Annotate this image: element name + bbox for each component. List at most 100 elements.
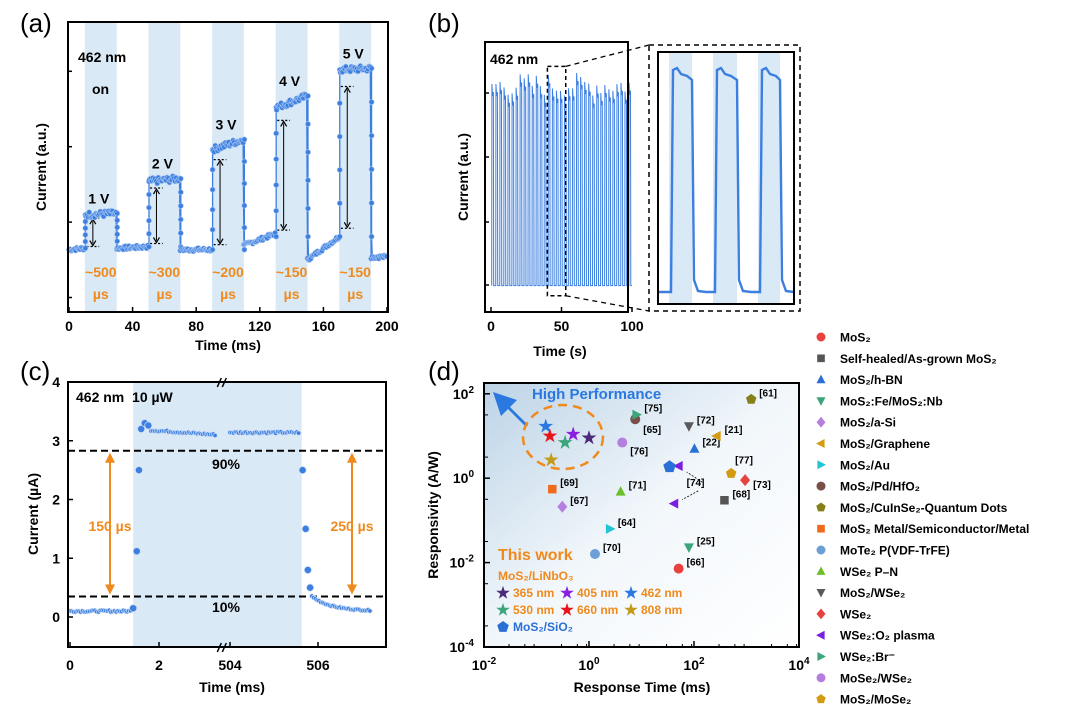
data-point bbox=[209, 166, 216, 173]
data-point bbox=[336, 233, 343, 240]
data-point bbox=[336, 133, 343, 140]
legend-marker bbox=[817, 652, 826, 661]
x-tick-label: 50 bbox=[554, 318, 570, 334]
literature-point bbox=[557, 500, 568, 513]
panel-a-ylabel: Current (a.u.) bbox=[33, 123, 49, 211]
literature-point bbox=[711, 431, 721, 441]
legend-marker bbox=[816, 332, 826, 342]
legend-marker bbox=[817, 460, 826, 470]
legend-label: WSe₂:Br⁻ bbox=[840, 650, 895, 664]
data-point bbox=[144, 421, 153, 430]
voltage-label: 3 V bbox=[215, 116, 237, 132]
legend-label: MoS₂/Graphene bbox=[840, 437, 930, 451]
mos2-sio2-point bbox=[663, 460, 676, 473]
panel-c-fall-time: 250 µs bbox=[330, 518, 373, 534]
zoom-connector-top bbox=[565, 44, 650, 67]
voltage-label: 1 V bbox=[88, 190, 110, 206]
legend-label: Self-healed/As-grown MoS₂ bbox=[840, 352, 997, 366]
axis-break-marks bbox=[216, 377, 227, 653]
y-tick-label: 1 bbox=[52, 550, 60, 566]
legend-label: WSe₂ bbox=[840, 607, 871, 621]
mos2-sio2-legend-marker bbox=[497, 620, 509, 632]
data-point bbox=[135, 466, 143, 475]
data-point bbox=[241, 158, 248, 165]
this-work-star bbox=[557, 434, 573, 449]
panel-d-chart: [66] [68] [22] [25] [67] [21] [64] [65] [61] [69]… bbox=[425, 331, 1029, 707]
light-on-band bbox=[212, 23, 244, 311]
panel-c-xlabel: Time (ms) bbox=[199, 679, 265, 695]
panel-d-high-performance-label: High Performance bbox=[532, 386, 661, 403]
legend-label: MoS₂ bbox=[840, 331, 871, 345]
response-time-unit: µs bbox=[156, 286, 172, 302]
data-point bbox=[209, 246, 216, 253]
y-tick-label: 100 bbox=[453, 469, 475, 486]
data-point bbox=[336, 100, 343, 107]
data-point bbox=[241, 180, 248, 187]
legend-marker bbox=[816, 481, 826, 491]
panel-d-gradient-background bbox=[484, 383, 799, 647]
data-point bbox=[273, 233, 280, 240]
reference-label: [65] bbox=[643, 425, 661, 436]
panel-b-wavelength: 462 nm bbox=[490, 51, 538, 67]
literature-point bbox=[683, 422, 694, 432]
panel-d-xlabel: Response Time (ms) bbox=[574, 679, 711, 695]
panel-b-xlabel: Time (s) bbox=[533, 343, 586, 359]
panel-a-axes-frame bbox=[67, 21, 389, 313]
response-time-unit: µs bbox=[220, 286, 236, 302]
reference-label: [69] bbox=[560, 478, 578, 489]
zoom-connector-bottom bbox=[565, 295, 650, 312]
reference-label: [66] bbox=[687, 558, 705, 569]
literature-point bbox=[689, 443, 700, 453]
x-tick-label: 10-2 bbox=[472, 656, 497, 673]
reference-74-pointer bbox=[682, 471, 703, 500]
data-point bbox=[367, 608, 373, 614]
legend-label: MoS₂/Au bbox=[840, 458, 890, 472]
literature-point bbox=[673, 563, 684, 574]
reference-label: [22] bbox=[702, 438, 720, 449]
voltage-label: 2 V bbox=[152, 156, 174, 172]
panel-b-ylabel: Current (a.u.) bbox=[455, 133, 471, 221]
panel-label-b: (b) bbox=[428, 8, 460, 38]
literature-point bbox=[720, 496, 729, 505]
panel-b-inset-frame bbox=[657, 51, 795, 305]
literature-point bbox=[725, 467, 737, 478]
data-point bbox=[241, 202, 248, 209]
high-performance-arrow bbox=[493, 392, 528, 427]
this-work-star bbox=[538, 418, 554, 433]
panel-c-ylabel: Current (µA) bbox=[25, 473, 41, 555]
legend-marker bbox=[816, 673, 826, 683]
literature-point bbox=[745, 393, 757, 404]
light-on-band bbox=[758, 53, 780, 303]
data-point bbox=[82, 231, 89, 238]
x-tick-label: 200 bbox=[375, 318, 399, 334]
data-point bbox=[114, 238, 121, 245]
this-work-legend-label: 365 nm bbox=[513, 586, 554, 600]
legend-label: MoS₂ Metal/Semiconductor/Metal bbox=[840, 522, 1029, 536]
panel-d-ylabel: Responsivity (A/W) bbox=[425, 451, 441, 579]
legend-marker bbox=[816, 545, 826, 555]
data-point bbox=[137, 425, 146, 433]
data-point bbox=[114, 231, 121, 238]
data-point bbox=[82, 225, 89, 232]
reference-label: [74] bbox=[687, 478, 705, 489]
panel-a-chart: 1 V ~500 µs 2 V ~300 µs 3 V ~200 µs 4 V ~150 µs 5 V ~… bbox=[33, 21, 399, 353]
data-point bbox=[129, 604, 138, 613]
data-point bbox=[132, 547, 141, 556]
response-time-unit: µs bbox=[347, 286, 363, 302]
legend-marker bbox=[817, 524, 825, 533]
data-point bbox=[177, 230, 184, 237]
legend-label: MoS₂/WSe₂ bbox=[840, 586, 905, 600]
this-work-legend-label: 530 nm bbox=[513, 603, 554, 617]
reference-label: [70] bbox=[603, 543, 621, 554]
response-time-label: ~200 bbox=[212, 264, 244, 280]
legend-marker bbox=[816, 589, 826, 598]
voltage-label: 5 V bbox=[343, 45, 365, 61]
panel-c-annotation: 462 nm 10 µW bbox=[76, 389, 174, 405]
reference-label: [73] bbox=[753, 480, 771, 491]
data-point bbox=[368, 200, 375, 206]
this-work-star bbox=[543, 452, 559, 467]
panel-c-90-label: 90% bbox=[212, 456, 241, 472]
data-point bbox=[82, 238, 89, 245]
data-point bbox=[306, 583, 315, 592]
response-time-label: ~500 bbox=[85, 264, 117, 280]
